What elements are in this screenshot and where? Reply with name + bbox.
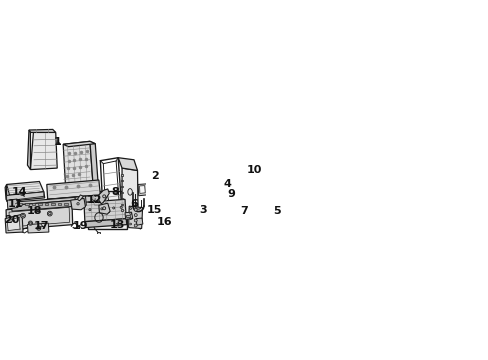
Polygon shape: [47, 195, 101, 207]
Text: 1: 1: [53, 137, 61, 147]
Text: 14: 14: [11, 187, 27, 197]
Polygon shape: [84, 199, 126, 222]
Text: 6: 6: [130, 199, 138, 210]
Bar: [51, 203, 55, 205]
Text: 9: 9: [227, 189, 235, 199]
Bar: [97, 232, 100, 234]
Polygon shape: [5, 214, 23, 233]
Polygon shape: [99, 189, 109, 204]
Bar: [121, 186, 122, 188]
Polygon shape: [125, 212, 132, 219]
Bar: [121, 174, 122, 176]
Circle shape: [28, 221, 33, 225]
Circle shape: [120, 206, 122, 208]
Text: 19: 19: [72, 221, 88, 231]
Bar: [58, 203, 61, 205]
Circle shape: [77, 203, 79, 205]
Polygon shape: [85, 219, 126, 228]
Bar: [64, 203, 68, 205]
Text: 16: 16: [157, 217, 172, 227]
Polygon shape: [47, 180, 100, 199]
Bar: [121, 204, 122, 205]
Text: 15: 15: [147, 205, 162, 215]
Text: 17: 17: [34, 221, 49, 231]
Polygon shape: [11, 197, 76, 205]
Polygon shape: [70, 198, 85, 210]
Bar: [25, 203, 29, 205]
Bar: [32, 203, 35, 205]
Polygon shape: [90, 193, 108, 207]
Polygon shape: [139, 186, 145, 193]
Bar: [19, 203, 22, 205]
Polygon shape: [75, 196, 86, 206]
Bar: [38, 203, 41, 205]
Polygon shape: [7, 192, 44, 201]
Circle shape: [134, 213, 137, 217]
Polygon shape: [7, 181, 44, 195]
Text: 2: 2: [151, 171, 159, 180]
Bar: [121, 180, 122, 181]
Circle shape: [20, 213, 25, 218]
Circle shape: [134, 219, 137, 222]
Polygon shape: [77, 195, 83, 201]
Polygon shape: [7, 217, 20, 230]
Circle shape: [37, 226, 41, 230]
Text: 7: 7: [240, 206, 248, 216]
Bar: [71, 203, 74, 205]
Text: 20: 20: [4, 215, 20, 225]
Circle shape: [89, 209, 91, 211]
Polygon shape: [7, 199, 18, 209]
Polygon shape: [30, 132, 57, 170]
Text: 5: 5: [273, 206, 281, 216]
Polygon shape: [136, 218, 142, 225]
Polygon shape: [128, 206, 142, 229]
Polygon shape: [138, 184, 147, 196]
Text: 13: 13: [109, 220, 125, 230]
Text: 4: 4: [223, 180, 231, 189]
Bar: [107, 208, 109, 212]
Polygon shape: [99, 203, 110, 214]
Bar: [77, 225, 79, 228]
Bar: [121, 209, 122, 211]
Polygon shape: [90, 141, 98, 185]
Circle shape: [112, 207, 115, 209]
Text: 10: 10: [246, 166, 262, 175]
Polygon shape: [27, 223, 49, 233]
Polygon shape: [6, 205, 73, 230]
Text: 12: 12: [86, 195, 102, 205]
Text: 8: 8: [111, 187, 119, 197]
Polygon shape: [5, 184, 7, 201]
Polygon shape: [63, 141, 95, 147]
Bar: [121, 198, 122, 199]
Polygon shape: [12, 200, 76, 211]
Bar: [126, 215, 130, 217]
Text: 3: 3: [199, 205, 207, 215]
Bar: [102, 209, 106, 211]
Polygon shape: [7, 192, 44, 201]
Polygon shape: [63, 141, 93, 186]
Circle shape: [47, 211, 52, 216]
Polygon shape: [122, 168, 138, 214]
Circle shape: [134, 224, 137, 227]
Polygon shape: [27, 130, 30, 170]
Circle shape: [101, 208, 102, 210]
Circle shape: [134, 208, 137, 211]
Bar: [87, 191, 127, 229]
Text: 18: 18: [27, 206, 42, 216]
Polygon shape: [29, 130, 56, 132]
Bar: [121, 192, 122, 193]
Polygon shape: [118, 158, 137, 171]
Text: 11: 11: [8, 199, 23, 209]
Bar: [44, 203, 48, 205]
